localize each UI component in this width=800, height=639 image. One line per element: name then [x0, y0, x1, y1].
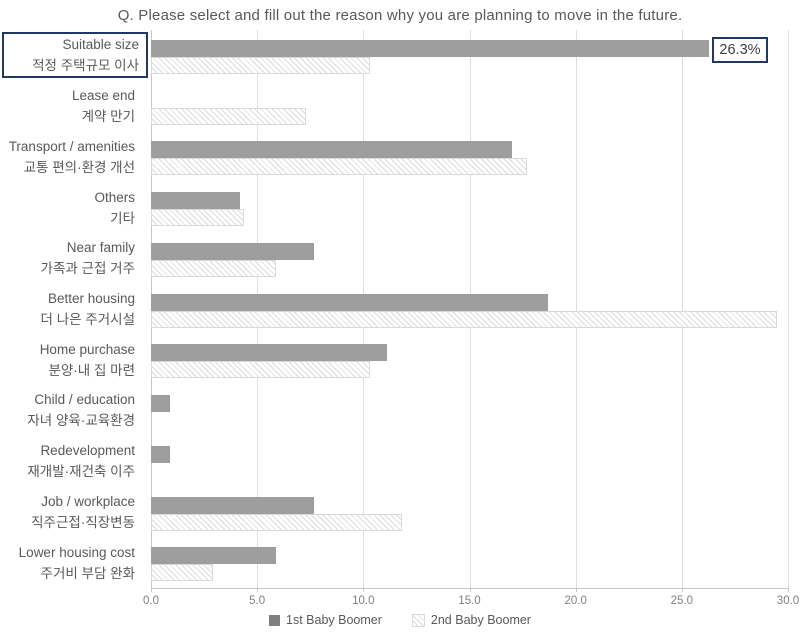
chart-row	[151, 284, 788, 335]
category-label-ko: 재개발·재건축 이주	[27, 464, 135, 480]
bar-1st-baby-boomer	[151, 496, 315, 514]
category-label-ko: 가족과 근접 거주	[40, 261, 135, 277]
category-label-en: Redevelopment	[40, 443, 135, 459]
x-tick-mark	[788, 588, 789, 592]
x-tick-mark	[257, 588, 259, 592]
category-label: Lease end 계약 만기	[0, 81, 143, 132]
category-label: Redevelopment 재개발·재건축 이주	[0, 436, 143, 487]
category-label: Lower housing cost 주거비 부담 완화	[0, 537, 143, 588]
chart-row	[151, 334, 788, 385]
category-label-en: Lease end	[71, 88, 135, 104]
category-label-ko: 교통 편의·환경 개선	[23, 159, 135, 175]
bar-1st-baby-boomer	[151, 395, 171, 413]
chart-row	[151, 385, 788, 436]
chart-row	[151, 487, 788, 538]
category-label-highlighted: Suitable size 적정 주택규모 이사	[2, 32, 148, 78]
legend-label: 1st Baby Boomer	[286, 613, 382, 627]
legend-item-1st-baby-boomer: 1st Baby Boomer	[269, 613, 382, 627]
category-label: Home purchase 분양·내 집 마련	[0, 334, 143, 385]
bar-1st-baby-boomer	[151, 547, 277, 565]
x-tick-label: 0.0	[143, 595, 159, 607]
category-label-en: Transport / amenities	[8, 138, 135, 154]
legend-label: 2nd Baby Boomer	[430, 613, 531, 627]
x-tick-label: 10.0	[352, 595, 375, 607]
category-label-ko: 기타	[110, 210, 135, 226]
category-label-en: Near family	[66, 240, 135, 256]
category-label-ko: 직주근접·직장변동	[31, 514, 135, 530]
legend-swatch-hatched	[411, 613, 425, 627]
x-tick-mark	[363, 588, 365, 592]
bar-2nd-baby-boomer	[151, 209, 245, 227]
x-tick-label: 5.0	[249, 595, 266, 607]
bar-2nd-baby-boomer	[151, 310, 778, 328]
x-tick-label: 25.0	[670, 595, 694, 607]
gridline	[681, 30, 683, 588]
category-label-en: Others	[94, 189, 135, 205]
bar-2nd-baby-boomer	[151, 259, 277, 277]
category-label: Job / workplace 직주근접·직장변동	[0, 487, 143, 538]
x-tick-label: 15.0	[458, 595, 481, 607]
bar-2nd-baby-boomer	[151, 57, 370, 74]
bar-1st-baby-boomer	[151, 242, 315, 260]
category-label: Near family 가족과 근접 거주	[0, 233, 143, 284]
bar-1st-baby-boomer	[151, 344, 387, 362]
data-label-callout: 26.3%	[712, 37, 768, 63]
x-tick-label: 20.0	[564, 595, 587, 607]
category-label-ko: 주거비 부담 완화	[40, 565, 135, 581]
bar-2nd-baby-boomer	[151, 158, 527, 176]
category-label-ko: 적정 주택규모 이사	[32, 57, 139, 73]
legend-swatch-solid	[269, 614, 281, 626]
bar-1st-baby-boomer	[151, 40, 710, 57]
category-label-en: Child / education	[34, 392, 135, 408]
x-tick-label: 30.0	[776, 595, 800, 607]
bar-1st-baby-boomer	[151, 445, 171, 463]
category-label: Better housing 더 나은 주거시설	[0, 284, 143, 335]
chart-row	[151, 81, 788, 132]
bar-1st-baby-boomer	[151, 141, 512, 159]
gridline	[575, 30, 577, 588]
bar-1st-baby-boomer	[151, 192, 241, 210]
category-label-ko: 자녀 양육·교육환경	[27, 413, 135, 429]
legend-item-2nd-baby-boomer: 2nd Baby Boomer	[411, 613, 531, 627]
category-label-ko: 계약 만기	[81, 109, 135, 125]
category-label-en: Lower housing cost	[18, 544, 135, 560]
plot-area	[151, 30, 789, 588]
chart-title: Q. Please select and fill out the reason…	[117, 7, 683, 24]
category-label-en: Suitable size	[62, 36, 139, 52]
bar-2nd-baby-boomer	[151, 107, 306, 125]
x-tick-mark	[151, 588, 152, 592]
bar-2nd-baby-boomer	[151, 513, 402, 531]
category-label: Child / education 자녀 양육·교육환경	[0, 385, 143, 436]
category-label-en: Job / workplace	[41, 493, 135, 509]
bar-2nd-baby-boomer	[151, 564, 213, 582]
category-label-ko: 분양·내 집 마련	[48, 362, 135, 378]
bar-1st-baby-boomer	[151, 293, 549, 311]
chart-row	[151, 30, 788, 81]
category-label-en: Better housing	[47, 290, 135, 306]
chart-row	[151, 537, 788, 588]
gridline	[788, 30, 789, 588]
x-tick-mark	[681, 588, 683, 592]
x-tick-mark	[575, 588, 577, 592]
category-label-en: Home purchase	[39, 341, 135, 357]
chart-row	[151, 233, 788, 284]
category-label: Transport / amenities 교통 편의·환경 개선	[0, 131, 143, 182]
legend: 1st Baby Boomer 2nd Baby Boomer	[0, 613, 800, 627]
chart-row	[151, 182, 788, 233]
chart-row	[151, 436, 788, 487]
x-tick-mark	[469, 588, 471, 592]
bar-2nd-baby-boomer	[151, 361, 370, 379]
category-label-ko: 더 나은 주거시설	[40, 311, 135, 327]
category-label: Others 기타	[0, 182, 143, 233]
chart-row	[151, 131, 788, 182]
